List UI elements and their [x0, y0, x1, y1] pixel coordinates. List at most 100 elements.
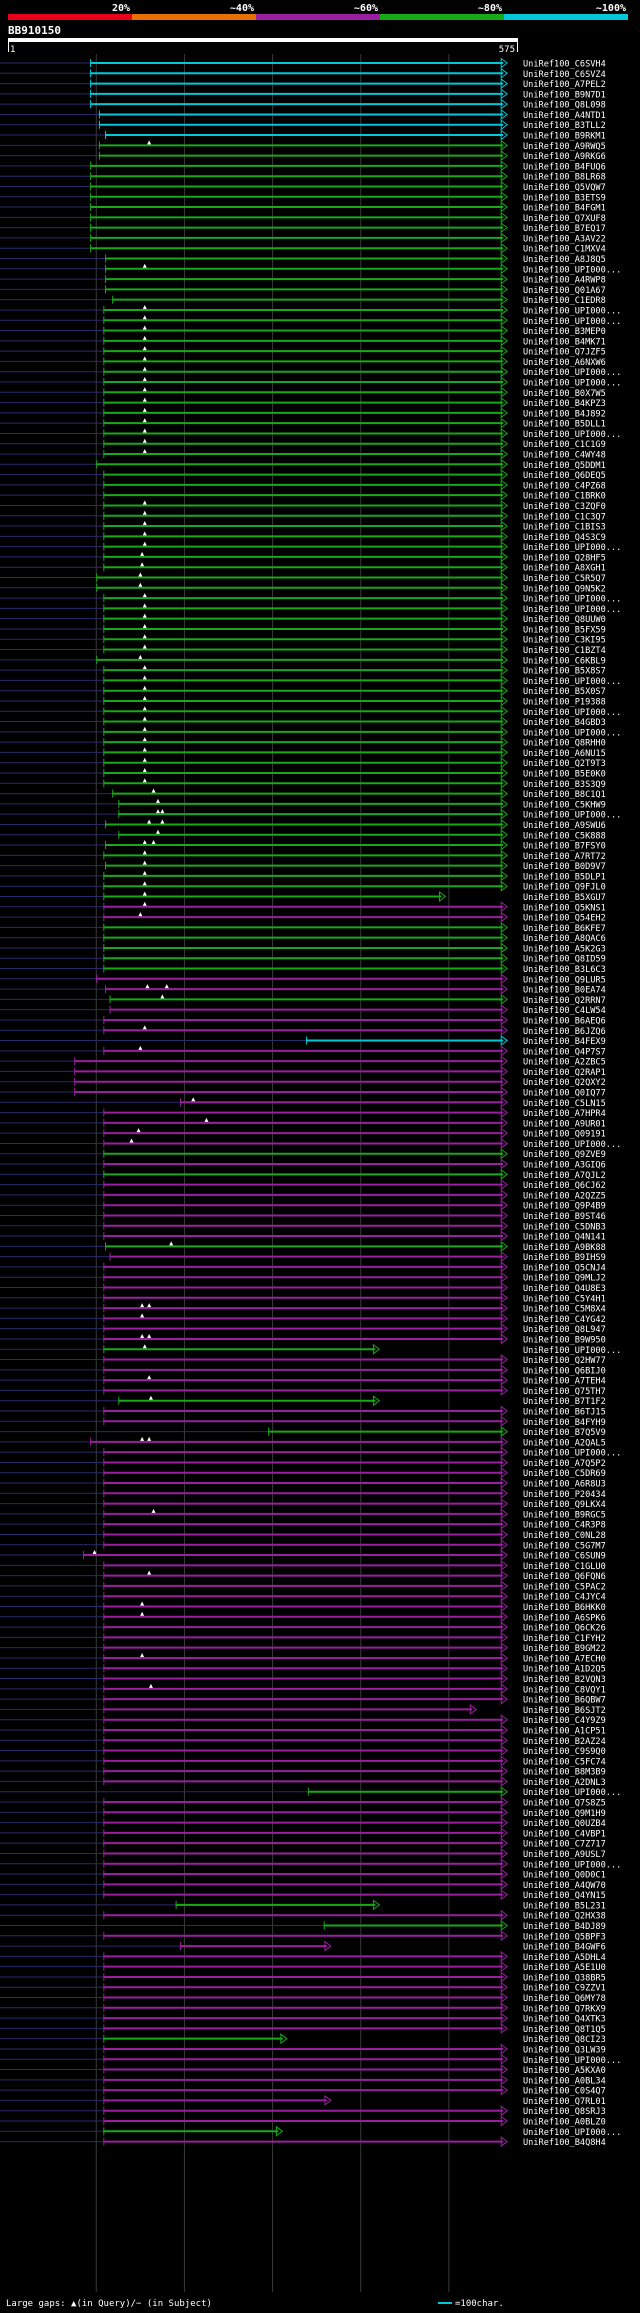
alignment-arrow [500, 232, 509, 244]
query-gap-marker [145, 984, 150, 989]
alignment-arrow [500, 1333, 509, 1345]
alignment-row: UniRef100_Q09191 [0, 1127, 606, 1140]
alignment-arrow [500, 355, 509, 367]
alignment-row: UniRef100_Q0IQ77 [0, 1086, 606, 1099]
alignment-row: UniRef100_A0BLZ0 [0, 2115, 606, 2128]
alignment-arrow [500, 2105, 509, 2117]
alignment-row: UniRef100_Q9M1H9 [0, 1806, 606, 1819]
alignment-row: UniRef100_B9IHS9 [0, 1251, 606, 1263]
alignment-row: UniRef100_UPI000... [0, 602, 621, 615]
alignment-arrow [500, 2022, 509, 2034]
alignment-arrow [500, 1024, 509, 1036]
alignment-row: UniRef100_Q28HF5 [0, 551, 606, 563]
alignment-row: UniRef100_A6NXW6 [0, 355, 606, 368]
query-gap-marker [142, 335, 147, 340]
alignment-row: UniRef100_A8QAC6 [0, 932, 606, 944]
alignment-row: UniRef100_Q4U8E3 [0, 1282, 606, 1294]
alignment-row: UniRef100_A7QJL2 [0, 1168, 606, 1181]
subject-label: UniRef100_UPI000... [523, 595, 621, 605]
subject-label: UniRef100_C5R5Q7 [523, 574, 606, 584]
alignment-row: UniRef100_UPI000... [0, 304, 621, 316]
subject-label: UniRef100_B4FUQ6 [523, 162, 606, 172]
alignment-arrow [500, 1878, 509, 1890]
alignment-arrow [500, 1076, 509, 1088]
alignment-row: UniRef100_B8M3B9 [0, 1765, 606, 1778]
subject-label: UniRef100_UPI000... [523, 265, 621, 275]
alignment-row: UniRef100_Q8L947 [0, 1323, 606, 1335]
subject-label: UniRef100_C4PZ68 [523, 481, 606, 491]
alignment-row: UniRef100_Q7RKX9 [0, 2002, 606, 2014]
query-gap-marker [142, 716, 147, 721]
alignment-row: UniRef100_B0X7W5 [0, 386, 606, 399]
alignment-row: UniRef100_A4QW70 [0, 1878, 606, 1891]
alignment-row: UniRef100_B9N7D1 [0, 88, 606, 100]
subject-label: UniRef100_C5M8X4 [523, 1305, 606, 1315]
query-gap-marker [147, 1570, 152, 1575]
alignment-arrow [500, 1508, 509, 1520]
subject-label: UniRef100_C1GLU0 [523, 1562, 606, 1572]
subject-label: UniRef100_C1BZT4 [523, 646, 606, 656]
alignment-arrow [500, 1004, 509, 1016]
subject-label: UniRef100_B7Q5V9 [523, 1428, 606, 1438]
alignment-arrow [500, 98, 509, 110]
subject-label: UniRef100_A2QZZ5 [523, 1191, 606, 1201]
alignment-arrow [500, 242, 509, 254]
alignment-arrow [500, 1477, 509, 1489]
alignment-rows: UniRef100_C6SVH4UniRef100_C6SVZ4UniRef10… [0, 57, 621, 2148]
subject-label: UniRef100_B6HKK0 [523, 1603, 606, 1613]
subject-label: UniRef100_B2AZ24 [523, 1737, 606, 1747]
subject-label: UniRef100_A4NTD1 [523, 111, 606, 121]
alignment-row: UniRef100_Q3LW39 [0, 2043, 606, 2055]
query-gap-marker [142, 315, 147, 320]
subject-label: UniRef100_UPI000... [523, 811, 621, 821]
alignment-arrow [500, 1467, 509, 1479]
query-gap-marker [142, 366, 147, 371]
subject-label: UniRef100_C7Z717 [523, 1840, 606, 1850]
alignment-arrow [500, 788, 509, 800]
alignment-row: UniRef100_C5FC74 [0, 1755, 606, 1767]
query-gap-marker [140, 1611, 145, 1616]
subject-label: UniRef100_B6KFE7 [523, 924, 606, 934]
subject-label: UniRef100_A0BL34 [523, 2076, 606, 2086]
query-gap-marker [142, 346, 147, 351]
subject-label: UniRef100_C4R3P8 [523, 1521, 606, 1531]
alignment-arrow [500, 572, 509, 583]
alignment-row: UniRef100_B3L6C3 [0, 963, 606, 975]
alignment-arrow [500, 808, 509, 820]
alignment-row: UniRef100_C4YG42 [0, 1312, 606, 1325]
subject-label: UniRef100_Q0IQ77 [523, 1089, 606, 1099]
alignment-row: UniRef100_UPI000... [0, 726, 621, 738]
alignment-row: UniRef100_C4VBP1 [0, 1827, 606, 1839]
subject-label: UniRef100_UPI000... [523, 368, 621, 378]
subject-label: UniRef100_Q6FQN6 [523, 1572, 606, 1582]
alignment-row: UniRef100_A3AV22 [0, 232, 606, 244]
alignment-arrow [500, 911, 509, 923]
alignment-arrow [500, 1827, 509, 1839]
alignment-row: UniRef100_C1BRK0 [0, 489, 606, 502]
alignment-row: UniRef100_C6SUN9 [0, 1549, 606, 1562]
subject-label: UniRef100_C1C1G9 [523, 440, 606, 450]
subject-label: UniRef100_Q2T9T3 [523, 759, 606, 769]
subject-label: UniRef100_B4GBD3 [523, 718, 606, 728]
identity-scale-segment [380, 14, 504, 20]
alignment-row: UniRef100_Q9LKX4 [0, 1498, 606, 1510]
alignment-arrow [500, 1220, 509, 1232]
query-gap-marker [142, 706, 147, 711]
subject-label: UniRef100_A7PEL2 [523, 80, 606, 90]
alignment-arrow [500, 1539, 509, 1551]
alignment-arrow [324, 2094, 332, 2106]
alignment-row: UniRef100_A7HPR4 [0, 1107, 606, 1119]
subject-label: UniRef100_C6SVH4 [523, 60, 606, 70]
alignment-arrow [500, 1107, 509, 1119]
alignment-row: UniRef100_B6TJ15 [0, 1405, 606, 1417]
alignment-row: UniRef100_A1D2Q5 [0, 1662, 606, 1675]
alignment-row: UniRef100_B5E0K0 [0, 767, 606, 780]
alignment-arrow [500, 1889, 509, 1901]
alignment-row: UniRef100_Q6CK26 [0, 1621, 606, 1634]
alignment-row: UniRef100_Q8ID59 [0, 952, 606, 965]
subject-label: UniRef100_B7EQ17 [523, 224, 606, 234]
alignment-arrow [500, 1796, 509, 1808]
subject-label: UniRef100_B4GWF6 [523, 1943, 606, 1953]
alignment-arrow [500, 1652, 509, 1664]
subject-label: UniRef100_Q54EH2 [523, 914, 606, 924]
